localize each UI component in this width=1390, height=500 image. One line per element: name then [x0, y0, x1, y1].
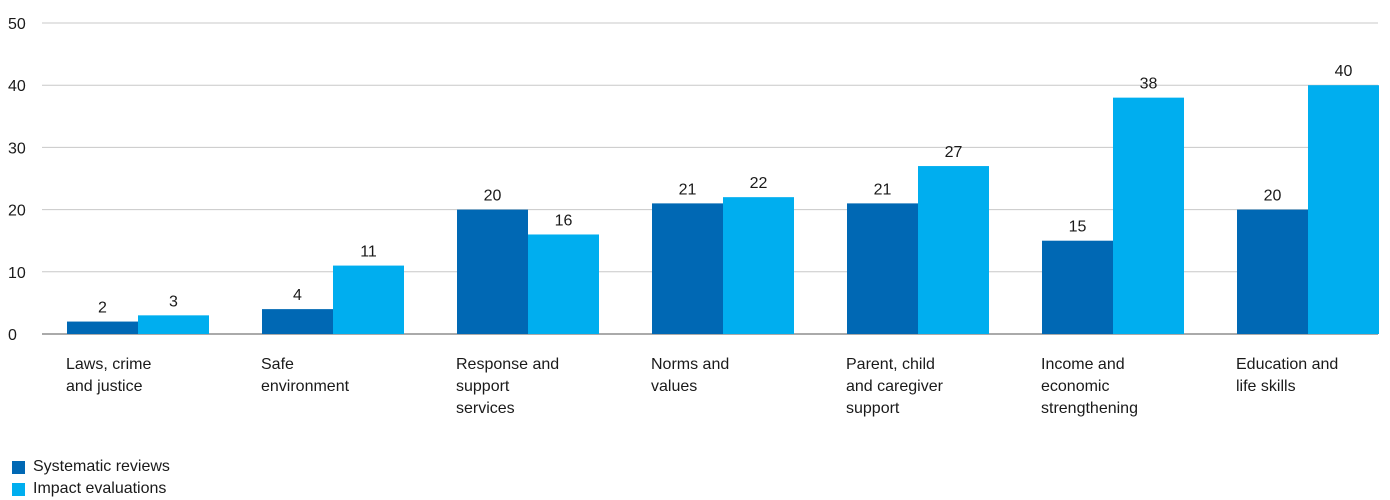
data-label-systematic-reviews-5: 15	[1069, 219, 1087, 236]
bar-systematic-reviews-3	[652, 203, 723, 334]
x-category-label-0-1: and justice	[66, 378, 143, 395]
bar-impact-evaluations-4	[918, 166, 989, 334]
x-category-label-2-2: services	[456, 400, 515, 417]
x-category-label-5-2: strengthening	[1041, 400, 1138, 417]
x-category-label-4-2: support	[846, 400, 900, 417]
bar-systematic-reviews-0	[67, 321, 138, 334]
x-category-label-5-1: economic	[1041, 378, 1109, 395]
legend: Systematic reviews Impact evaluations	[12, 456, 170, 500]
data-label-systematic-reviews-2: 20	[484, 188, 502, 205]
y-tick-label-0: 0	[8, 327, 17, 344]
bar-impact-evaluations-3	[723, 197, 794, 334]
legend-item-impact-evaluations: Impact evaluations	[12, 478, 170, 500]
bar-impact-evaluations-5	[1113, 97, 1184, 334]
bar-systematic-reviews-1	[262, 309, 333, 334]
y-axis: 0 10 20 30 40 50	[8, 16, 26, 344]
bar-systematic-reviews-6	[1237, 209, 1308, 334]
data-label-systematic-reviews-4: 21	[874, 181, 892, 198]
data-label-systematic-reviews-3: 21	[679, 181, 697, 198]
x-category-label-0-0: Laws, crime	[66, 356, 151, 373]
y-tick-label-20: 20	[8, 203, 26, 220]
y-tick-label-50: 50	[8, 16, 26, 33]
data-label-systematic-reviews-0: 2	[98, 300, 107, 317]
legend-label-impact-evaluations: Impact evaluations	[33, 480, 167, 497]
x-category-label-4-1: and caregiver	[846, 378, 944, 395]
data-label-systematic-reviews-1: 4	[293, 287, 302, 304]
y-tick-label-10: 10	[8, 265, 26, 282]
y-tick-label-40: 40	[8, 78, 26, 95]
data-label-impact-evaluations-2: 16	[555, 212, 573, 229]
bar-systematic-reviews-2	[457, 209, 528, 334]
bar-impact-evaluations-6	[1308, 85, 1379, 334]
bars	[67, 85, 1379, 334]
data-labels: 2 4 20 21 21 15 20 3 11 16 22 27 38 40	[98, 63, 1352, 316]
legend-swatch-impact-evaluations	[12, 482, 25, 496]
x-category-label-1-1: environment	[261, 378, 350, 395]
y-tick-label-30: 30	[8, 140, 26, 157]
bar-systematic-reviews-4	[847, 203, 918, 334]
data-label-impact-evaluations-6: 40	[1335, 63, 1353, 80]
data-label-impact-evaluations-0: 3	[169, 293, 178, 310]
data-label-impact-evaluations-1: 11	[360, 244, 377, 261]
x-category-label-2-0: Response and	[456, 356, 559, 373]
x-category-label-3-0: Norms and	[651, 356, 729, 373]
bar-impact-evaluations-2	[528, 234, 599, 334]
data-label-impact-evaluations-3: 22	[750, 175, 768, 192]
x-category-label-3-1: values	[651, 378, 697, 395]
x-category-label-6-1: life skills	[1236, 378, 1296, 395]
legend-item-systematic-reviews: Systematic reviews	[12, 456, 170, 478]
legend-label-systematic-reviews: Systematic reviews	[33, 458, 170, 475]
x-category-label-6-0: Education and	[1236, 356, 1338, 373]
data-label-impact-evaluations-5: 38	[1140, 76, 1158, 93]
x-category-label-2-1: support	[456, 378, 510, 395]
data-label-systematic-reviews-6: 20	[1264, 188, 1282, 205]
bar-impact-evaluations-0	[138, 315, 209, 334]
data-label-impact-evaluations-4: 27	[945, 144, 963, 161]
bar-systematic-reviews-5	[1042, 240, 1113, 334]
x-category-label-1-0: Safe	[261, 356, 294, 373]
x-category-label-5-0: Income and	[1041, 356, 1125, 373]
bar-impact-evaluations-1	[333, 265, 404, 334]
x-axis: Laws, crime and justice Safe environment Res…	[66, 356, 1338, 417]
x-category-label-4-0: Parent, child	[846, 356, 935, 373]
legend-swatch-systematic-reviews	[12, 460, 25, 474]
